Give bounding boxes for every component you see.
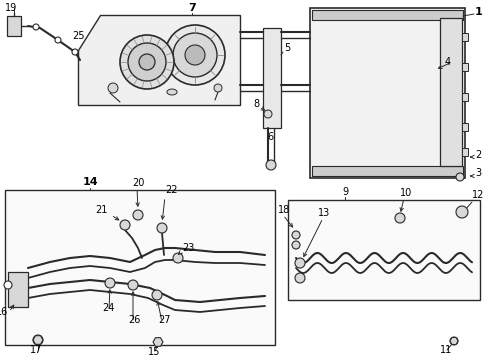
Circle shape <box>128 280 138 290</box>
Circle shape <box>157 223 167 233</box>
Circle shape <box>33 24 39 30</box>
Circle shape <box>165 25 225 85</box>
Circle shape <box>108 83 118 93</box>
Text: 15: 15 <box>148 347 160 357</box>
Text: 8: 8 <box>253 99 259 109</box>
Circle shape <box>105 278 115 288</box>
Text: 24: 24 <box>102 303 114 313</box>
Text: 26: 26 <box>128 315 140 325</box>
Text: 11: 11 <box>440 345 452 355</box>
Ellipse shape <box>167 89 177 95</box>
Text: 9: 9 <box>342 187 348 197</box>
Bar <box>7 16 21 36</box>
Circle shape <box>456 206 468 218</box>
Bar <box>462 148 468 156</box>
Text: 12: 12 <box>472 190 485 200</box>
Text: 17: 17 <box>30 345 42 355</box>
Circle shape <box>173 33 217 77</box>
Circle shape <box>120 220 130 230</box>
Bar <box>312 10 463 20</box>
Bar <box>310 8 465 178</box>
Text: 21: 21 <box>96 205 108 215</box>
Bar <box>312 166 463 176</box>
Text: 25: 25 <box>72 31 84 41</box>
Bar <box>440 18 462 166</box>
Text: 4: 4 <box>445 57 451 67</box>
Circle shape <box>120 35 174 89</box>
Circle shape <box>139 54 155 70</box>
Bar <box>263 28 281 128</box>
Circle shape <box>185 45 205 65</box>
Polygon shape <box>78 15 240 105</box>
Circle shape <box>214 84 222 92</box>
Text: 10: 10 <box>400 188 412 198</box>
Bar <box>462 33 468 41</box>
Circle shape <box>72 49 78 55</box>
Text: 13: 13 <box>318 208 330 218</box>
Circle shape <box>152 290 162 300</box>
Bar <box>5 190 275 345</box>
Circle shape <box>292 231 300 239</box>
Text: 23: 23 <box>182 243 195 253</box>
Circle shape <box>128 43 166 81</box>
Circle shape <box>395 213 405 223</box>
Polygon shape <box>450 338 458 345</box>
Text: 7: 7 <box>188 3 196 13</box>
Circle shape <box>292 241 300 249</box>
Circle shape <box>456 173 464 181</box>
Text: 3: 3 <box>475 168 481 178</box>
Bar <box>288 200 480 300</box>
Circle shape <box>4 281 12 289</box>
Circle shape <box>55 37 61 43</box>
Text: 1: 1 <box>475 7 483 17</box>
Circle shape <box>33 335 43 345</box>
Text: 14: 14 <box>82 177 98 187</box>
Text: 18: 18 <box>278 205 290 215</box>
Circle shape <box>266 160 276 170</box>
Circle shape <box>295 273 305 283</box>
Text: 16: 16 <box>0 307 8 317</box>
Bar <box>462 123 468 131</box>
Text: 27: 27 <box>158 315 171 325</box>
Bar <box>462 63 468 71</box>
Polygon shape <box>33 336 43 344</box>
Circle shape <box>450 337 458 345</box>
Text: 22: 22 <box>165 185 177 195</box>
Text: 6: 6 <box>267 132 273 142</box>
Text: 2: 2 <box>475 150 481 160</box>
Polygon shape <box>153 338 163 346</box>
Text: 19: 19 <box>5 3 17 13</box>
Text: 20: 20 <box>132 178 145 188</box>
Circle shape <box>173 253 183 263</box>
Circle shape <box>264 110 272 118</box>
Circle shape <box>133 210 143 220</box>
Bar <box>8 272 28 307</box>
Bar <box>462 93 468 101</box>
Text: 5: 5 <box>284 43 290 53</box>
Circle shape <box>295 258 305 268</box>
